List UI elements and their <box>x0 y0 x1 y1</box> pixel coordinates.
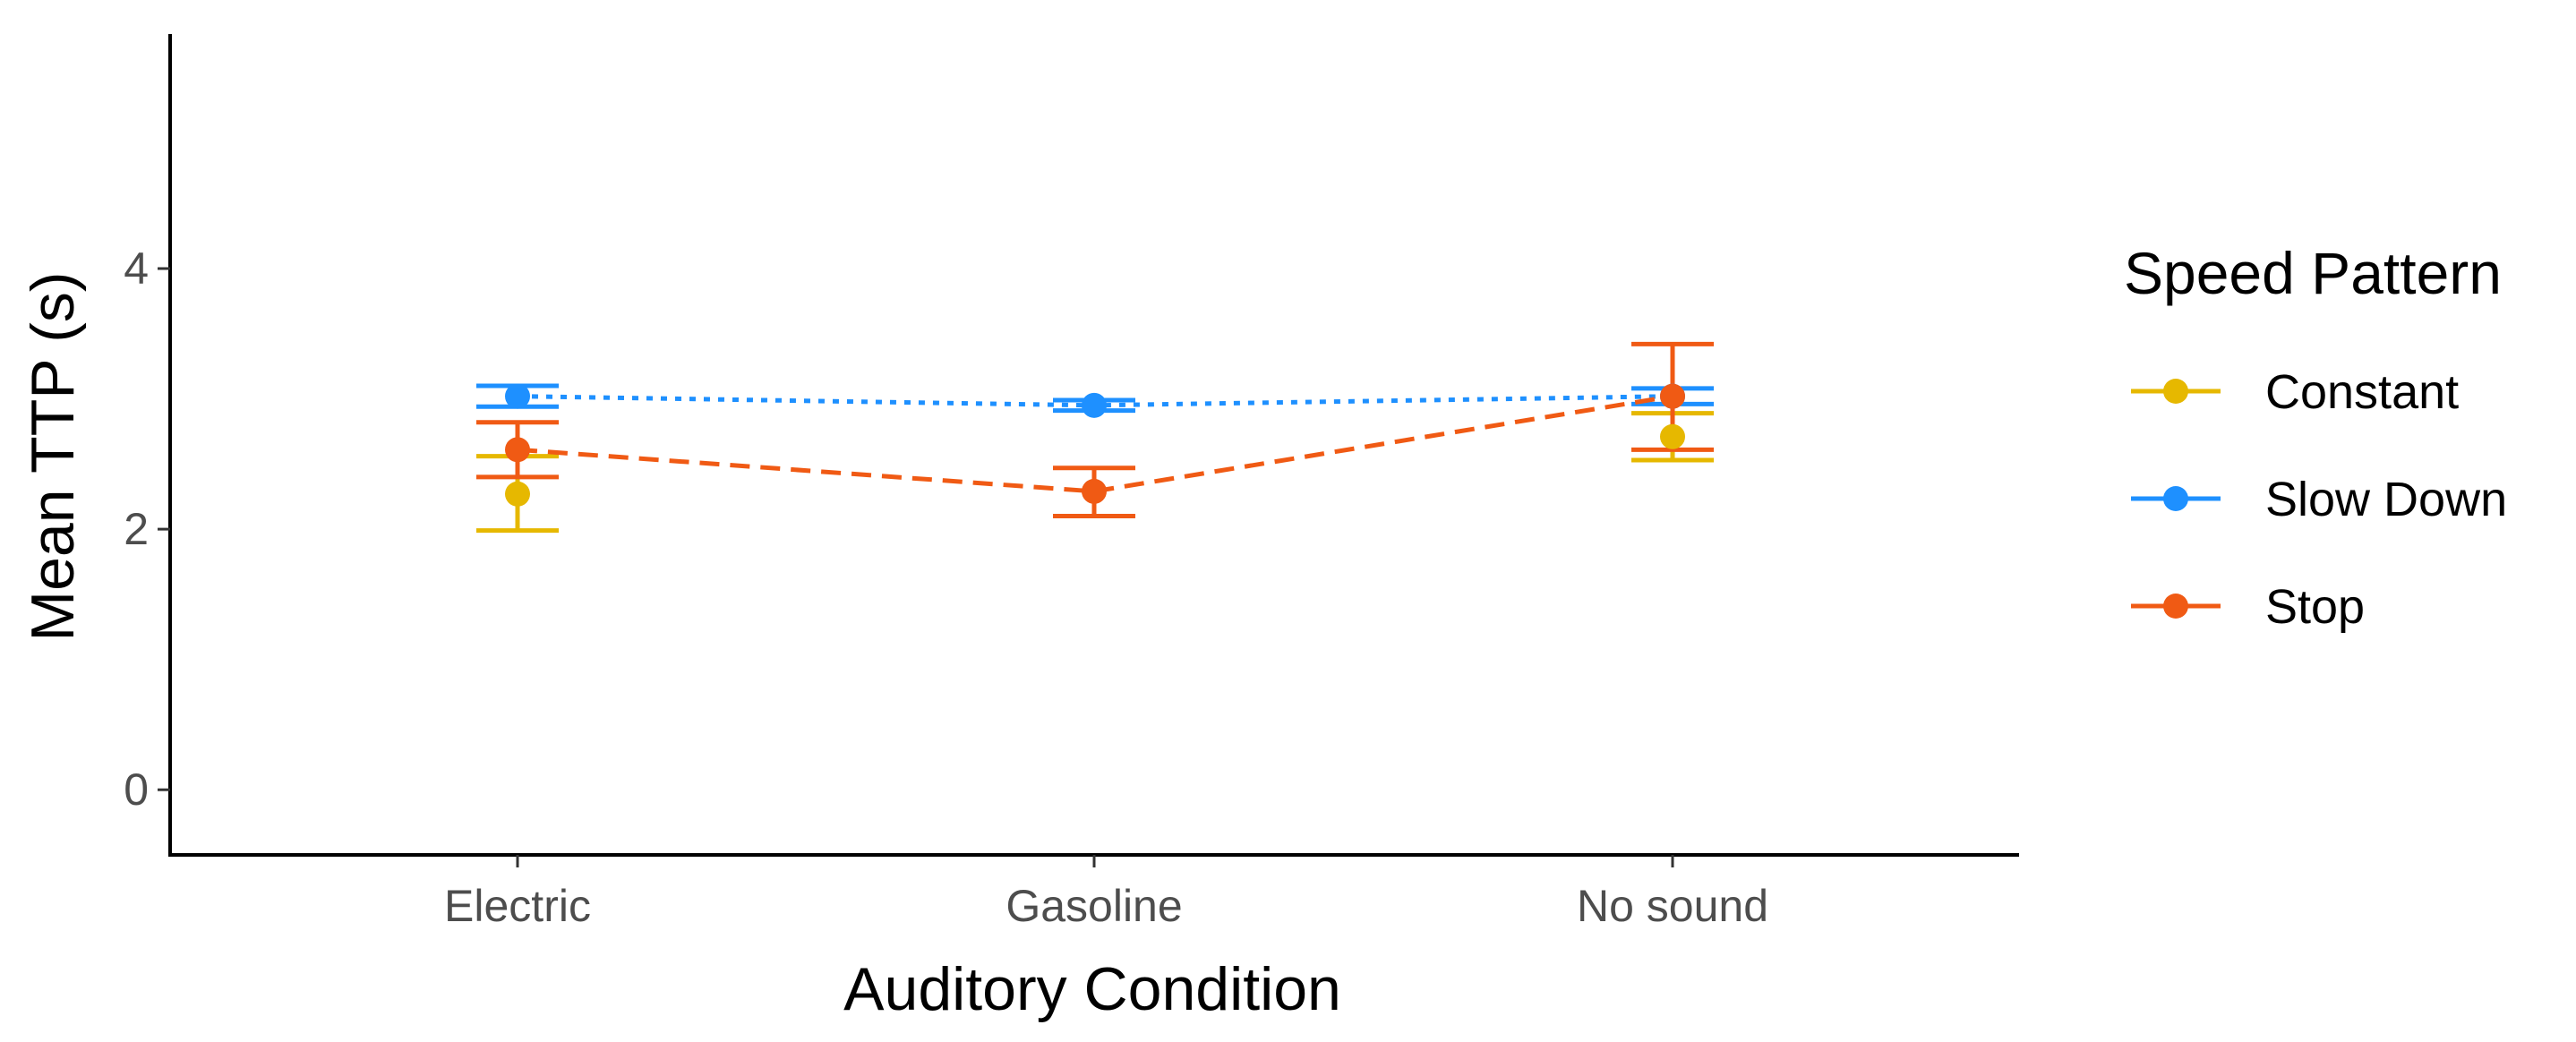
y-axis-title: Mean TTP (s) <box>19 271 87 641</box>
data-point-stop <box>1660 383 1685 409</box>
legend-item-stop: Stop <box>2131 580 2365 634</box>
data-point-constant <box>1660 423 1685 449</box>
legend: Speed Pattern Constant Slow Down Stop <box>2124 240 2507 634</box>
plot-area <box>476 341 1714 534</box>
series-line-stop <box>517 394 1673 494</box>
data-point-stop <box>505 437 530 463</box>
y-tick-label: 4 <box>124 243 149 294</box>
legend-item-constant: Constant <box>2131 365 2459 419</box>
data-point-stop <box>1082 478 1107 504</box>
x-axis-title: Auditory Condition <box>843 955 1341 1023</box>
data-point-slow-down <box>505 383 530 409</box>
x-tick-label: Electric <box>444 881 591 931</box>
legend-item-slow-down: Slow Down <box>2131 473 2507 526</box>
data-point-constant <box>505 481 530 507</box>
data-point-slow-down <box>1082 392 1107 418</box>
x-tick-label: No sound <box>1577 881 1768 931</box>
legend-label: Constant <box>2265 365 2459 419</box>
legend-key-point <box>2163 486 2188 511</box>
legend-key-point <box>2163 594 2188 619</box>
axes: 0 2 4 Electric Gasoline No sound <box>124 34 2019 931</box>
legend-key-point <box>2163 379 2188 404</box>
legend-label: Slow Down <box>2265 473 2507 526</box>
legend-label: Stop <box>2265 580 2365 634</box>
y-tick-label: 0 <box>124 764 149 815</box>
legend-title: Speed Pattern <box>2124 240 2502 306</box>
y-tick-label: 2 <box>124 504 149 554</box>
x-tick-label: Gasoline <box>1006 881 1182 931</box>
